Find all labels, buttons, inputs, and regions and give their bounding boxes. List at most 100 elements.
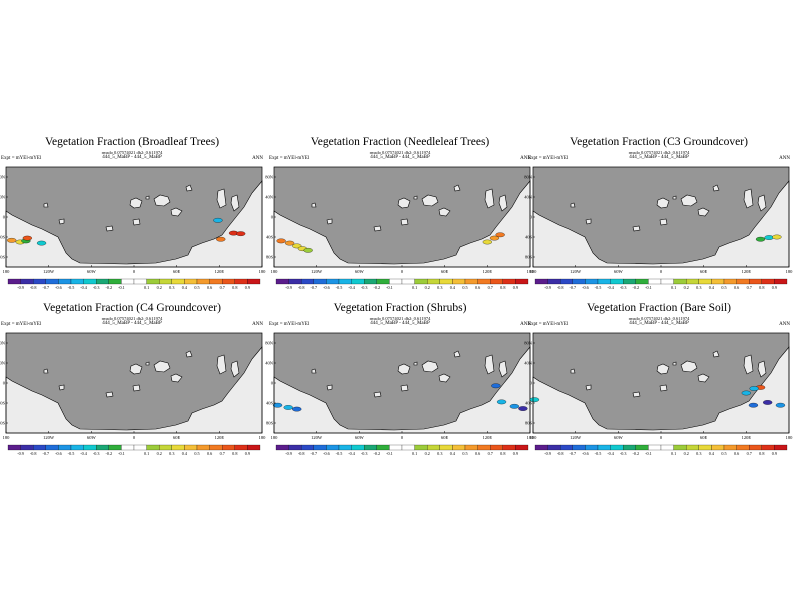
- colorbar-swatch: [83, 278, 97, 285]
- colorbar-swatch: [686, 278, 699, 285]
- lon-tick-label: 180: [271, 269, 279, 274]
- colorbar-swatch: [401, 278, 415, 285]
- panel-stats: rmsdo 0.07574021 db2: 0.611974: [628, 316, 690, 321]
- land-polygon: [680, 360, 698, 373]
- panel-shrubs: Vegetation Fraction (Shrubs) rmsdo 0.075…: [265, 302, 534, 462]
- colorbar-label: 0.6: [734, 285, 739, 290]
- colorbar-swatch: [288, 444, 302, 451]
- data-cell: [236, 231, 246, 237]
- land-polygon: [656, 363, 670, 375]
- land-polygon: [311, 202, 317, 208]
- colorbar-swatch: [196, 444, 210, 451]
- lon-tick-label: 60E: [441, 435, 449, 440]
- land-polygon: [532, 346, 790, 434]
- lon-tick-label: 180: [527, 435, 535, 440]
- colorbar-swatch: [477, 444, 491, 451]
- colorbar-swatch: [648, 444, 662, 451]
- land-polygon: [129, 363, 143, 375]
- colorbar-swatch: [515, 278, 529, 285]
- land-polygon: [170, 373, 183, 383]
- land-polygon: [129, 197, 143, 209]
- lat-tick-label: 80S: [0, 421, 5, 426]
- colorbar-label: 0.8: [500, 451, 505, 456]
- colorbar-swatch: [572, 444, 586, 451]
- land-polygon: [421, 194, 439, 207]
- colorbar-label: 0.7: [747, 285, 752, 290]
- colorbar-swatch: [686, 444, 699, 451]
- lat-tick-label: 40S: [0, 401, 5, 406]
- colorbar-swatch: [774, 444, 788, 451]
- colorbar-label: -0.5: [595, 451, 602, 456]
- land-polygon: [230, 194, 240, 212]
- colorbar-swatch: [301, 444, 314, 451]
- colorbar-swatch: [560, 278, 573, 285]
- colorbar-swatch: [597, 444, 611, 451]
- colorbar-swatch: [749, 278, 762, 285]
- colorbar-swatch: [464, 278, 478, 285]
- colorbar-swatch: [58, 278, 72, 285]
- colorbar-label: -0.2: [105, 285, 112, 290]
- land-polygon: [532, 180, 790, 268]
- land-polygon: [153, 194, 171, 207]
- data-cell: [7, 237, 17, 243]
- lat-tick-label: 40S: [525, 235, 533, 240]
- land-polygon: [570, 202, 576, 208]
- colorbar-swatch: [376, 278, 390, 285]
- colorbar-swatch: [648, 278, 662, 285]
- panel-stats: rmsdo 0.07574021 db2: 0.611974: [628, 150, 690, 155]
- land-polygon: [757, 194, 767, 212]
- panel-expt: Expt = mYEl-mYEl: [269, 156, 310, 161]
- colorbar-label: -0.8: [557, 285, 564, 290]
- panel-expt: Expt = mYEl-mYEl: [1, 322, 42, 327]
- colorbar-swatch: [560, 444, 573, 451]
- land-polygon: [397, 197, 411, 209]
- panel-season: ANN: [252, 156, 263, 161]
- panel-stats: rmsdo 0.07574021 db2: 0.611974: [369, 150, 431, 155]
- land-polygon: [311, 368, 317, 374]
- lat-tick-label: 80S: [525, 421, 533, 426]
- lon-tick-label: 180: [786, 435, 794, 440]
- lat-tick-label: 40S: [525, 401, 533, 406]
- colorbar-label: -0.5: [336, 451, 343, 456]
- map-plot: 80N 40N 0 40S 80S 180 120W 60W 0 60E 120E 180 -0.9 -0…: [524, 332, 793, 456]
- land-polygon: [43, 368, 49, 374]
- data-cell: [755, 236, 766, 242]
- colorbar-swatch: [58, 444, 72, 451]
- lon-tick-label: 120W: [43, 435, 55, 440]
- land-polygon: [326, 384, 333, 391]
- land-polygon: [453, 184, 461, 192]
- lon-tick-label: 60W: [614, 435, 624, 440]
- colorbar-label: 0.3: [696, 451, 701, 456]
- lon-tick-label: 0: [401, 269, 404, 274]
- data-cell: [303, 247, 313, 253]
- land-polygon: [397, 363, 411, 375]
- colorbar-swatch: [711, 444, 725, 451]
- lat-tick-label: 40N: [265, 361, 274, 366]
- colorbar-swatch: [414, 444, 428, 451]
- land-polygon: [273, 346, 531, 434]
- land-group: [273, 346, 531, 434]
- land-polygon: [697, 207, 710, 217]
- map-plot: 80N 40N 0 40S 80S 180 120W 60W 0 60E 120E 180 -0.9 -0…: [0, 166, 266, 290]
- lat-tick-label: 0: [3, 215, 6, 220]
- colorbar-label: -0.8: [298, 285, 305, 290]
- data-cell: [22, 235, 32, 241]
- colorbar-swatch: [761, 444, 775, 451]
- land-polygon: [413, 361, 418, 366]
- colorbar-label: -0.4: [348, 451, 356, 456]
- colorbar-label: 0.2: [684, 285, 689, 290]
- colorbar-swatch: [20, 444, 34, 451]
- colorbar-label: 0.1: [144, 451, 149, 456]
- colorbar-swatch: [452, 278, 466, 285]
- colorbar-swatch: [222, 278, 235, 285]
- colorbar-swatch: [121, 278, 135, 285]
- land-polygon: [185, 184, 193, 192]
- colorbar-swatch: [326, 278, 340, 285]
- colorbar-swatch: [534, 444, 548, 451]
- colorbar-swatch: [585, 278, 599, 285]
- colorbar-swatch: [247, 444, 261, 451]
- colorbar-label: 0.9: [513, 285, 518, 290]
- lat-tick-label: 80N: [0, 341, 6, 346]
- lat-tick-label: 80N: [0, 175, 6, 180]
- data-cell: [764, 235, 774, 240]
